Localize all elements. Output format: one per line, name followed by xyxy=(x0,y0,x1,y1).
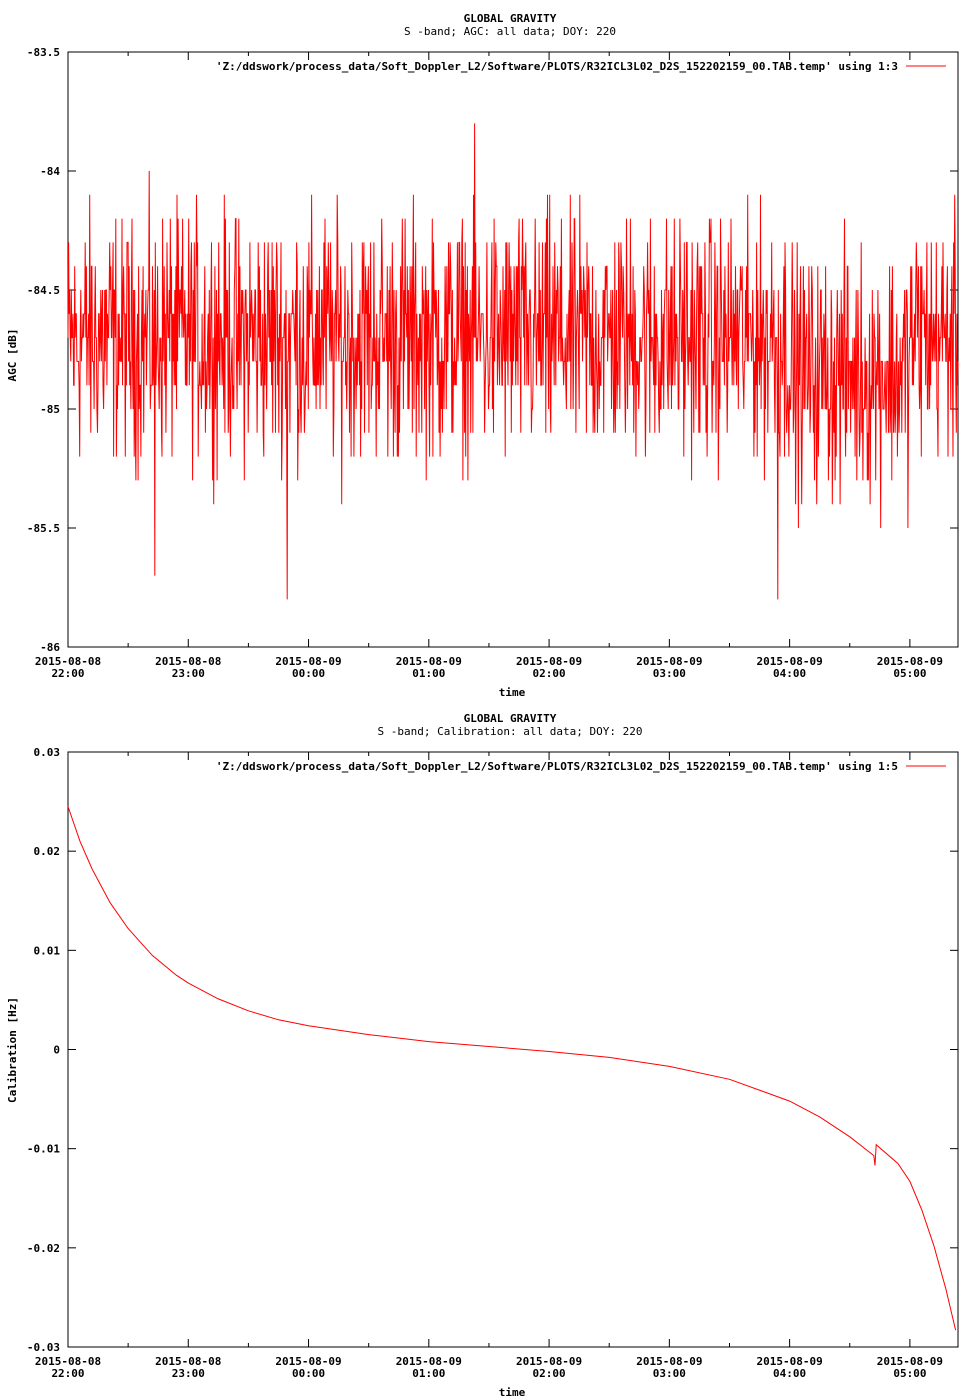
x-tick-label: 2015-08-09 xyxy=(516,655,582,668)
y-tick-label: -0.03 xyxy=(27,1341,60,1354)
y-tick-labels: -83.5 -84 -84.5 -85 -85.5 -86 xyxy=(27,46,60,654)
agc-chart: GLOBAL GRAVITY S -band; AGC: all data; D… xyxy=(6,12,959,699)
y-tick-label: -84 xyxy=(40,165,60,178)
x-tick-label: 03:00 xyxy=(653,1367,686,1380)
x-tick-label: 05:00 xyxy=(893,1367,926,1380)
y-tick-label: 0 xyxy=(53,1044,60,1057)
x-tick-label: 01:00 xyxy=(412,1367,445,1380)
y-tick-label: -85.5 xyxy=(27,522,60,535)
y-axis-label: AGC [dB] xyxy=(6,329,19,382)
x-tick-label: 2015-08-09 xyxy=(275,655,341,668)
series-line xyxy=(67,806,957,1331)
y-tick-label: -86 xyxy=(40,641,60,654)
x-tick-label: 2015-08-09 xyxy=(757,655,823,668)
x-tick-label: 2015-08-09 xyxy=(516,1355,582,1368)
x-tick-label: 02:00 xyxy=(533,1367,566,1380)
x-tick-label: 2015-08-09 xyxy=(757,1355,823,1368)
x-tick-label: 2015-08-09 xyxy=(636,655,702,668)
x-tick-label: 22:00 xyxy=(51,667,84,680)
legend-label: 'Z:/ddswork/process_data/Soft_Doppler_L2… xyxy=(216,760,898,773)
x-tick-label: 2015-08-09 xyxy=(396,655,462,668)
y-tick-label: 0.03 xyxy=(34,746,61,759)
x-tick-label: 03:00 xyxy=(653,667,686,680)
x-tick-labels: 2015-08-0822:002015-08-0823:002015-08-09… xyxy=(35,1355,943,1380)
chart-title: GLOBAL GRAVITY xyxy=(464,712,557,725)
x-tick-label: 23:00 xyxy=(172,1367,205,1380)
y-tick-label: -85 xyxy=(40,403,60,416)
x-tick-label: 00:00 xyxy=(292,667,325,680)
x-axis-label: time xyxy=(499,686,526,699)
series-layer xyxy=(67,806,957,1331)
series-layer xyxy=(67,123,959,600)
x-tick-label: 2015-08-09 xyxy=(275,1355,341,1368)
y-tick-labels: 0.03 0.02 0.01 0 -0.01 -0.02 -0.03 xyxy=(27,746,60,1354)
series-line xyxy=(67,123,959,600)
y-tick-label: -0.01 xyxy=(27,1143,60,1156)
x-tick-label: 04:00 xyxy=(773,1367,806,1380)
x-tick-label: 2015-08-08 xyxy=(155,655,221,668)
x-tick-label: 01:00 xyxy=(412,667,445,680)
x-tick-label: 2015-08-08 xyxy=(155,1355,221,1368)
x-tick-label: 04:00 xyxy=(773,667,806,680)
x-tick-label: 02:00 xyxy=(533,667,566,680)
tick-marks xyxy=(67,752,958,1347)
x-tick-label: 23:00 xyxy=(172,667,205,680)
x-tick-labels: 2015-08-0822:002015-08-0823:002015-08-09… xyxy=(35,655,943,680)
y-axis-label: Calibration [Hz] xyxy=(6,997,19,1103)
plot-frame xyxy=(67,51,959,648)
x-tick-label: 2015-08-09 xyxy=(877,655,943,668)
x-tick-label: 2015-08-09 xyxy=(636,1355,702,1368)
x-tick-label: 00:00 xyxy=(292,1367,325,1380)
plot-frame xyxy=(67,751,959,1348)
x-tick-label: 05:00 xyxy=(893,667,926,680)
tick-marks xyxy=(67,52,958,647)
calibration-chart: GLOBAL GRAVITY S -band; Calibration: all… xyxy=(6,712,959,1399)
chart-title: GLOBAL GRAVITY xyxy=(464,12,557,25)
y-tick-label: -83.5 xyxy=(27,46,60,59)
y-tick-label: 0.01 xyxy=(34,944,61,957)
y-tick-label: -0.02 xyxy=(27,1242,60,1255)
x-tick-label: 2015-08-08 xyxy=(35,1355,101,1368)
x-tick-label: 22:00 xyxy=(51,1367,84,1380)
chart-subtitle: S -band; AGC: all data; DOY: 220 xyxy=(404,25,616,38)
x-tick-label: 2015-08-09 xyxy=(396,1355,462,1368)
y-tick-label: 0.02 xyxy=(34,845,61,858)
x-tick-label: 2015-08-08 xyxy=(35,655,101,668)
legend-label: 'Z:/ddswork/process_data/Soft_Doppler_L2… xyxy=(216,60,898,73)
x-tick-label: 2015-08-09 xyxy=(877,1355,943,1368)
x-axis-label: time xyxy=(499,1386,526,1399)
chart-subtitle: S -band; Calibration: all data; DOY: 220 xyxy=(378,725,643,738)
y-tick-label: -84.5 xyxy=(27,284,60,297)
